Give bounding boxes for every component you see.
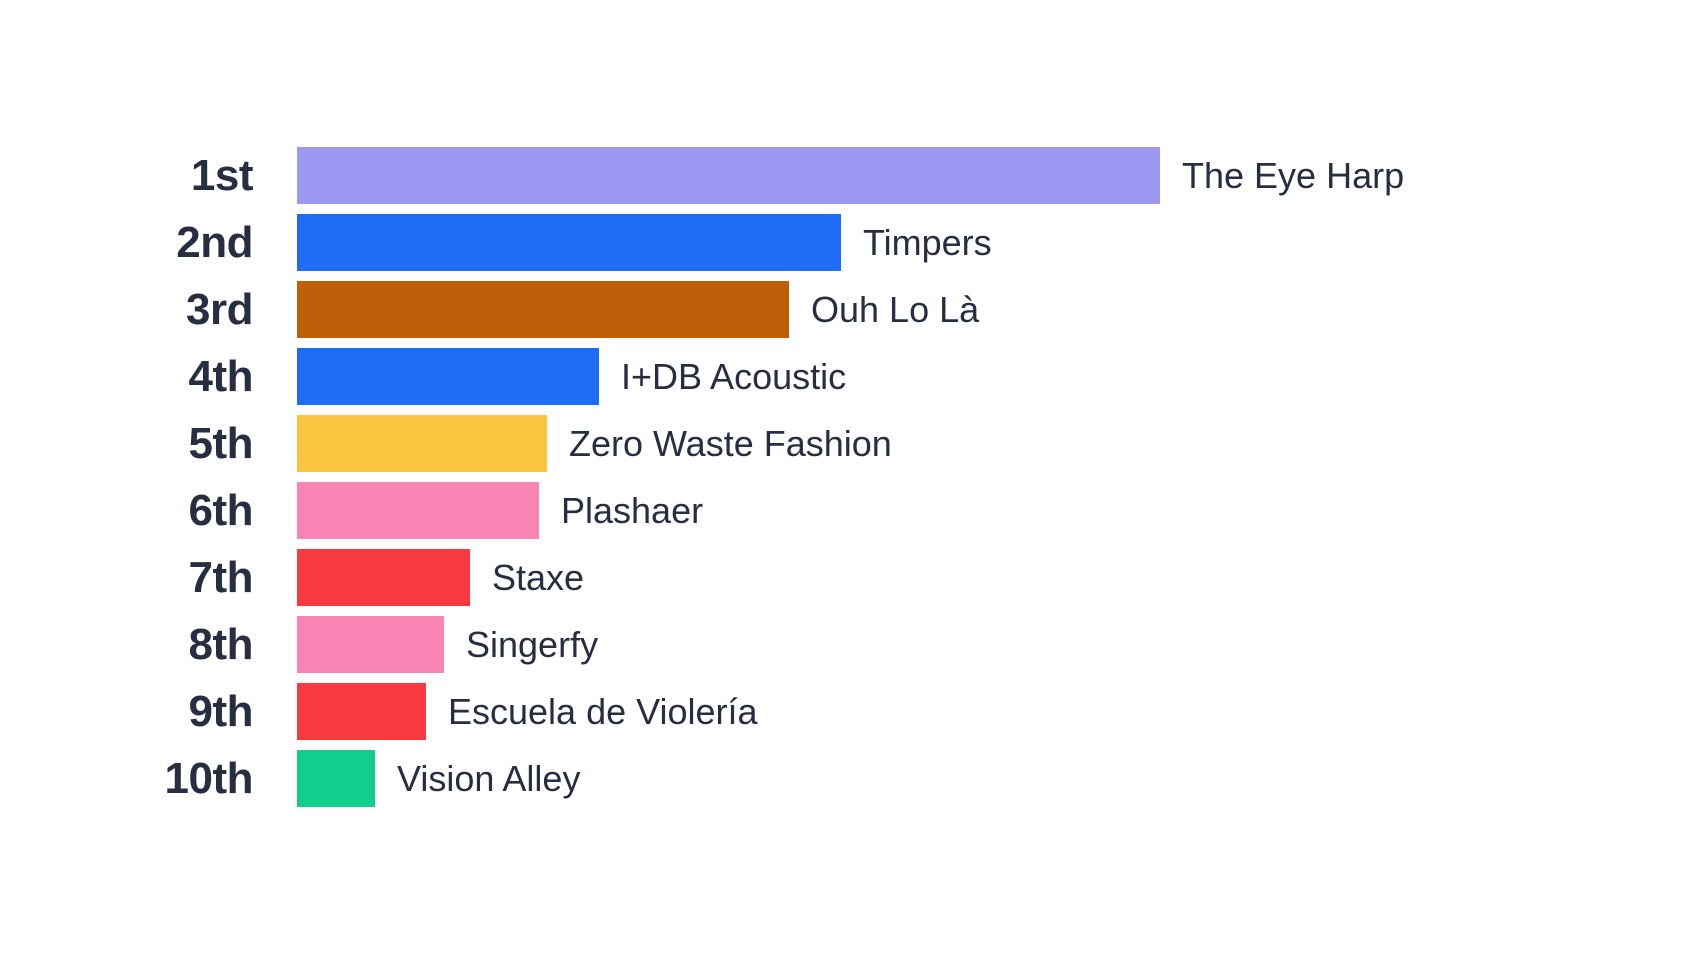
entry-label: Zero Waste Fashion [569, 422, 892, 464]
ranking-bar [297, 616, 444, 673]
entry-label: Escuela de Violería [448, 690, 758, 732]
ranking-bar [297, 683, 426, 740]
entry-label: I+DB Acoustic [621, 355, 847, 397]
rank-label: 1st [190, 150, 254, 200]
entry-label: Singerfy [466, 623, 599, 665]
ranking-bar [297, 415, 547, 472]
rank-label: 5th [188, 418, 254, 468]
ranking-row: 3rd Ouh Lo Là [0, 281, 1700, 338]
ranking-row: 5th Zero Waste Fashion [0, 415, 1700, 472]
ranking-row: 10th Vision Alley [0, 750, 1700, 807]
entry-label: Staxe [492, 556, 585, 598]
ranking-bar [297, 549, 470, 606]
ranking-bar [297, 750, 375, 807]
ranking-bar [297, 147, 1160, 204]
ranking-bar [297, 482, 539, 539]
entry-label: Timpers [863, 221, 992, 263]
rank-label: 6th [188, 485, 254, 535]
rank-label: 4th [188, 351, 254, 401]
rank-label: 9th [188, 686, 254, 736]
ranking-bar-chart: 1st The Eye Harp 2nd Timpers 3rd Ouh Lo … [0, 147, 1700, 817]
rank-label: 7th [188, 552, 254, 602]
entry-label: Plashaer [561, 489, 704, 531]
entry-label: Vision Alley [397, 757, 581, 799]
ranking-row: 7th Staxe [0, 549, 1700, 606]
rank-label: 3rd [186, 284, 253, 334]
ranking-row: 9th Escuela de Violería [0, 683, 1700, 740]
ranking-bar [297, 348, 599, 405]
entry-label: Ouh Lo Là [811, 288, 980, 330]
rank-label: 10th [164, 753, 254, 803]
ranking-row: 4th I+DB Acoustic [0, 348, 1700, 405]
ranking-bar [297, 214, 841, 271]
entry-label: The Eye Harp [1182, 154, 1405, 196]
rank-label: 2nd [176, 217, 253, 267]
ranking-row: 2nd Timpers [0, 214, 1700, 271]
ranking-row: 8th Singerfy [0, 616, 1700, 673]
rank-label: 8th [188, 619, 254, 669]
ranking-bar [297, 281, 789, 338]
ranking-row: 6th Plashaer [0, 482, 1700, 539]
ranking-row: 1st The Eye Harp [0, 147, 1700, 204]
